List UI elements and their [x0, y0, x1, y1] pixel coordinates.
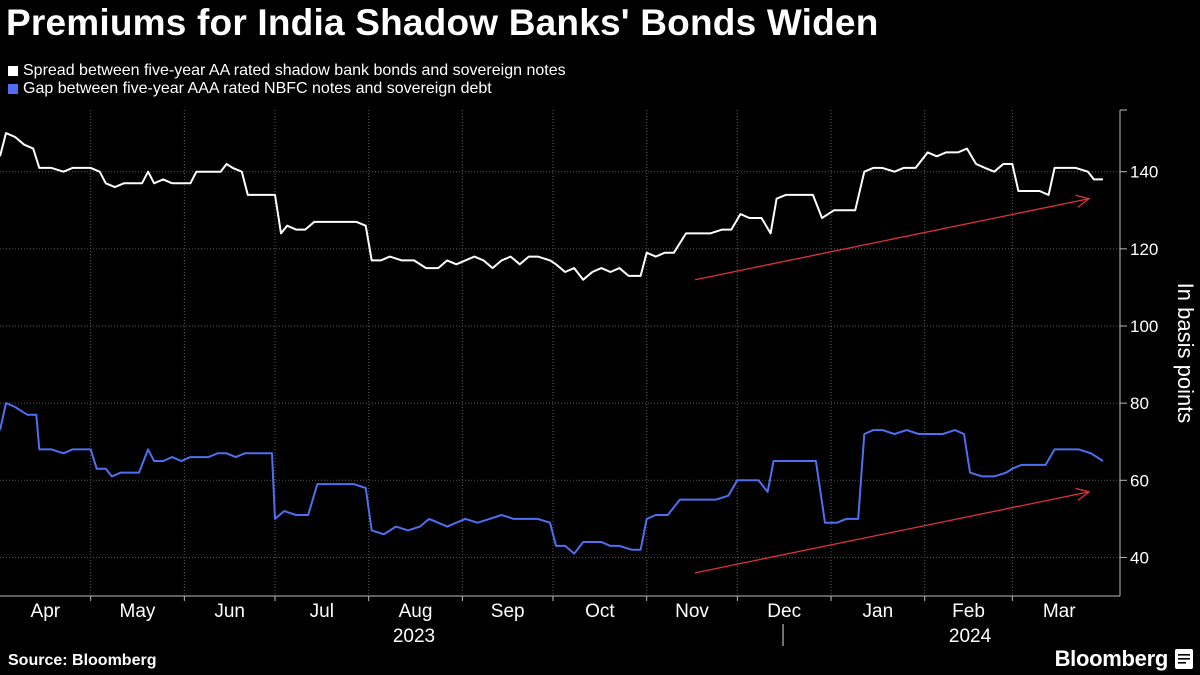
y-tick-label: 140 [1130, 163, 1158, 182]
legend-label-aa: Spread between five-year AA rated shadow… [23, 62, 566, 79]
x-tick-label: Dec [767, 601, 801, 622]
legend-swatch-aaa [8, 84, 18, 94]
x-year-label-2024: 2024 [949, 626, 992, 647]
legend-item-aaa: Gap between five-year AAA rated NBFC not… [8, 80, 566, 98]
y-tick-label: 60 [1130, 471, 1149, 490]
y-tick-label: 120 [1130, 240, 1158, 259]
x-tick-label: Feb [952, 601, 985, 622]
x-tick-label: Aug [399, 601, 433, 622]
x-tick-label: Nov [675, 601, 709, 622]
x-tick-label: Jan [863, 601, 894, 622]
trend-arrow-line [694, 198, 1090, 281]
legend-swatch-aa [8, 66, 18, 76]
source-note: Source: Bloomberg [8, 652, 157, 669]
series-line-aaa [0, 402, 1104, 555]
trend-arrow-line [694, 491, 1090, 574]
bloomberg-icon [1175, 649, 1193, 669]
trend-arrow-head [1075, 487, 1091, 501]
y-tick-label: 100 [1130, 317, 1158, 336]
y-tick-label: 40 [1130, 548, 1149, 567]
x-tick-label: May [120, 601, 156, 622]
x-tick-label: Apr [31, 601, 61, 622]
x-tick-label: Mar [1043, 601, 1076, 622]
legend-label-aaa: Gap between five-year AAA rated NBFC not… [23, 80, 492, 97]
x-tick-label: Jun [214, 601, 245, 622]
chart-legend: Spread between five-year AA rated shadow… [8, 62, 566, 98]
trend-arrow-head [1075, 194, 1091, 208]
x-tick-label: Oct [585, 601, 615, 622]
chart-title: Premiums for India Shadow Banks' Bonds W… [6, 2, 879, 43]
x-tick-label: Sep [491, 601, 525, 622]
legend-item-aa: Spread between five-year AA rated shadow… [8, 62, 566, 80]
series-line-aa [0, 132, 1103, 281]
y-axis-label: In basis points [1173, 283, 1198, 424]
brand-logo: Bloomberg [1054, 646, 1169, 671]
x-year-label-2023: 2023 [393, 626, 435, 647]
x-tick-label: Jul [310, 601, 334, 622]
y-tick-label: 80 [1130, 394, 1149, 413]
